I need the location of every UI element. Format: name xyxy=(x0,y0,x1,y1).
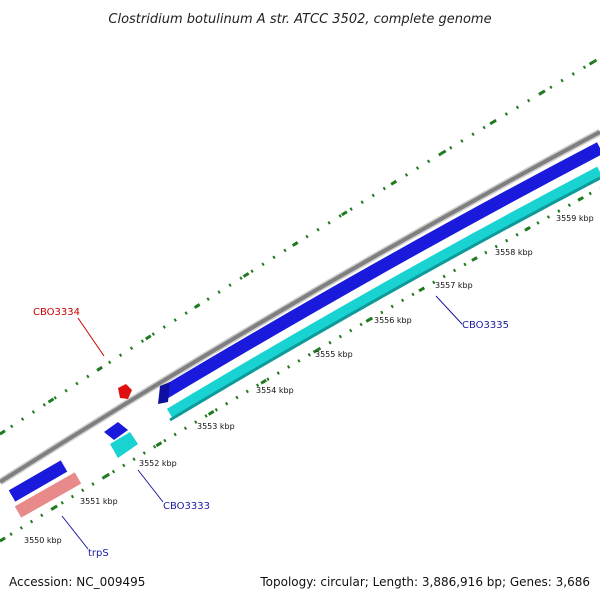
map-title: Clostridium botulinum A str. ATCC 3502, … xyxy=(108,12,491,27)
forward-cds-block-left xyxy=(8,460,68,502)
tick-label: 3555 kbp xyxy=(315,350,353,359)
highlight-marker-cbo3334 xyxy=(118,384,132,399)
leader-cbo3334 xyxy=(77,317,105,357)
forward-cds-small-block xyxy=(104,422,128,440)
outer-major-ruler xyxy=(0,56,600,436)
gene-label-cbo3334[interactable]: CBO3334 xyxy=(33,307,80,318)
forward-cds-band xyxy=(160,142,600,399)
tick-label: 3557 kbp xyxy=(435,281,473,290)
tick-label: 3554 kbp xyxy=(256,386,294,395)
accession-text: Accession: NC_009495 xyxy=(9,575,145,589)
inner-minor-ruler xyxy=(0,186,600,543)
tick-label: 3556 kbp xyxy=(374,316,412,325)
topology-text: Topology: circular; Length: 3,886,916 bp… xyxy=(259,575,590,589)
tick-label: 3558 kbp xyxy=(495,248,533,257)
backbone-line xyxy=(0,130,600,484)
reverse-cds-small-block xyxy=(110,432,138,458)
gene-label-trps[interactable]: trpS xyxy=(88,548,109,559)
tick-label: 3551 kbp xyxy=(80,497,118,506)
gene-label-cbo3335[interactable]: CBO3335 xyxy=(462,320,509,331)
tick-label: 3550 kbp xyxy=(24,536,62,545)
reverse-cds-band xyxy=(166,166,600,420)
inner-major-ruler xyxy=(0,186,600,543)
tick-label: 3552 kbp xyxy=(139,459,177,468)
leader-trps xyxy=(61,515,89,550)
rna-block-trps xyxy=(14,472,82,518)
tick-label: 3553 kbp xyxy=(197,422,235,431)
reverse-cds-band-shadow xyxy=(169,176,600,422)
forward-cds-arrow-head xyxy=(158,382,170,404)
leader-cbo3335 xyxy=(435,295,463,325)
tick-label: 3559 kbp xyxy=(556,214,594,223)
leader-cbo3333 xyxy=(137,469,164,503)
gene-label-cbo3333[interactable]: CBO3333 xyxy=(163,501,210,512)
outer-minor-ruler xyxy=(0,56,600,436)
